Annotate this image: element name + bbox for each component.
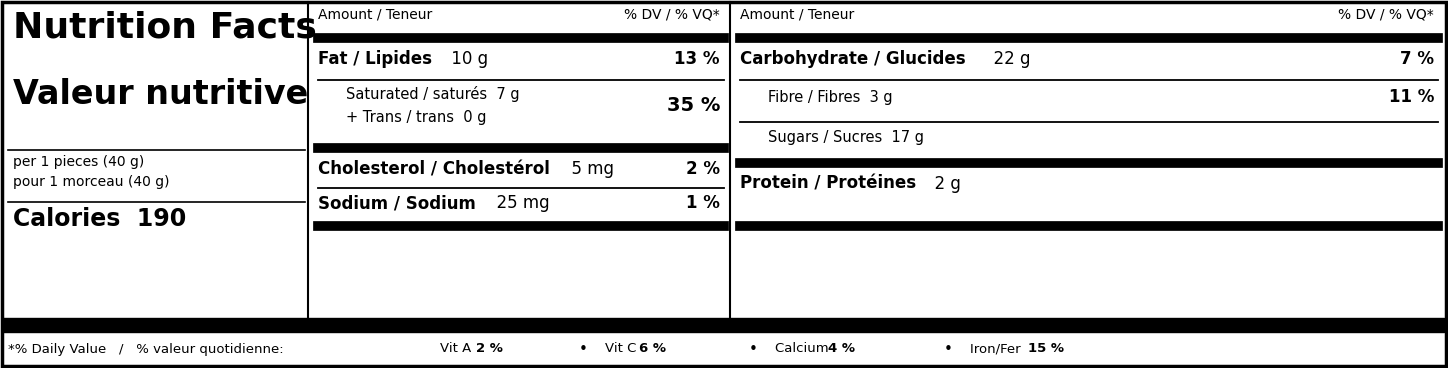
Text: pour 1 morceau (40 g): pour 1 morceau (40 g) [13, 175, 169, 189]
Text: + Trans / trans  0 g: + Trans / trans 0 g [346, 110, 487, 125]
Text: Fibre / Fibres  3 g: Fibre / Fibres 3 g [767, 90, 892, 105]
Text: per 1 pieces (40 g): per 1 pieces (40 g) [13, 155, 145, 169]
Text: 13 %: 13 % [675, 50, 720, 68]
Text: 2 %: 2 % [476, 343, 502, 355]
Text: 1 %: 1 % [686, 194, 720, 212]
Text: Iron/Fer: Iron/Fer [970, 343, 1025, 355]
Text: Amount / Teneur: Amount / Teneur [319, 8, 433, 22]
Text: 11 %: 11 % [1389, 88, 1434, 106]
Text: 5 mg: 5 mg [560, 160, 614, 178]
Text: Sodium / Sodium: Sodium / Sodium [319, 194, 476, 212]
Text: % DV / % VQ*: % DV / % VQ* [1338, 8, 1434, 22]
Text: Calcium: Calcium [775, 343, 833, 355]
Text: 2 %: 2 % [686, 160, 720, 178]
Text: 7 %: 7 % [1400, 50, 1434, 68]
Text: •: • [579, 342, 588, 357]
Text: •: • [944, 342, 953, 357]
Text: Protein / Protéines: Protein / Protéines [740, 175, 917, 193]
Text: Carbohydrate / Glucides: Carbohydrate / Glucides [740, 50, 966, 68]
Text: Fat / Lipides: Fat / Lipides [319, 50, 432, 68]
Text: Vit A: Vit A [440, 343, 475, 355]
Text: 10 g: 10 g [446, 50, 488, 68]
Text: 25 mg: 25 mg [487, 194, 550, 212]
Text: 35 %: 35 % [666, 96, 720, 115]
Text: Cholesterol / Cholestérol: Cholesterol / Cholestérol [319, 160, 550, 178]
Text: 4 %: 4 % [828, 343, 854, 355]
Text: Nutrition Facts: Nutrition Facts [13, 10, 317, 44]
Text: Saturated / saturés  7 g: Saturated / saturés 7 g [346, 86, 520, 102]
Text: % DV / % VQ*: % DV / % VQ* [624, 8, 720, 22]
Text: Sugars / Sucres  17 g: Sugars / Sucres 17 g [767, 130, 924, 145]
Text: Valeur nutritive: Valeur nutritive [13, 78, 308, 111]
Text: *% Daily Value   /   % valeur quotidienne:: *% Daily Value / % valeur quotidienne: [9, 343, 284, 355]
Text: 22 g: 22 g [983, 50, 1031, 68]
Text: 2 g: 2 g [924, 175, 961, 193]
Text: 6 %: 6 % [639, 343, 666, 355]
Text: Vit C: Vit C [605, 343, 640, 355]
Text: 15 %: 15 % [1028, 343, 1064, 355]
Text: Amount / Teneur: Amount / Teneur [740, 8, 854, 22]
Text: •: • [749, 342, 757, 357]
Text: Calories  190: Calories 190 [13, 207, 187, 231]
